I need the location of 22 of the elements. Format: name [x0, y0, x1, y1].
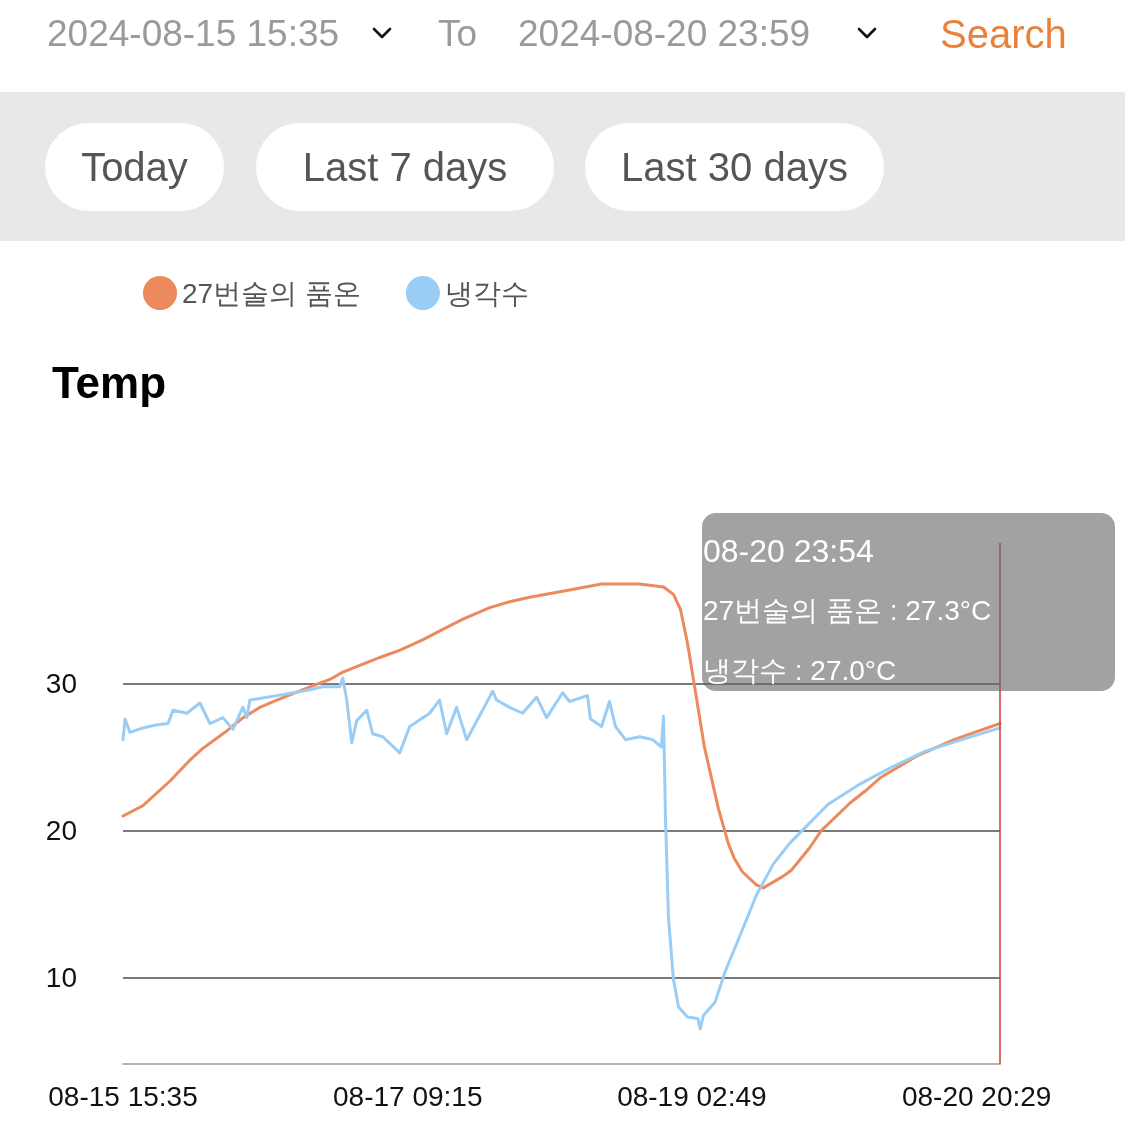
- legend-label: 27번술의 품온: [182, 277, 361, 309]
- annotation: 27번술의 품온 : 27.3°C: [703, 594, 993, 628]
- text: Search: [940, 12, 1067, 56]
- annotation: 08-20 23:54: [703, 532, 875, 571]
- annotation: 냉각수 : 27.0°C: [703, 654, 898, 688]
- pill-button: Today: [45, 123, 224, 211]
- line-series: [121, 582, 1002, 890]
- text: To: [438, 12, 478, 56]
- x-tick-label: 08-17 09:15: [333, 1080, 483, 1112]
- x-tick-label: 08-15 15:35: [48, 1080, 198, 1112]
- y-tick-label: 30: [45, 668, 77, 700]
- legend-label: 냉각수: [444, 277, 529, 309]
- y-tick-label: 10: [45, 961, 77, 993]
- text: 2024-08-15 15:35: [47, 12, 340, 56]
- text: 2024-08-20 23:59: [518, 12, 811, 56]
- pill-button: Last 7 days: [256, 123, 554, 211]
- pill-button: Last 30 days: [585, 123, 884, 211]
- y-tick-label: 20: [45, 815, 77, 847]
- x-tick-label: 08-20 20:29: [901, 1080, 1052, 1112]
- chart-title: Temp: [52, 357, 167, 407]
- tooltip-box: 08-20 23:54 27번술의 품온 : 27.3°C 냉각수 : 27.0°C: [702, 513, 1115, 691]
- x-tick-label: 08-19 02:49: [617, 1080, 767, 1112]
